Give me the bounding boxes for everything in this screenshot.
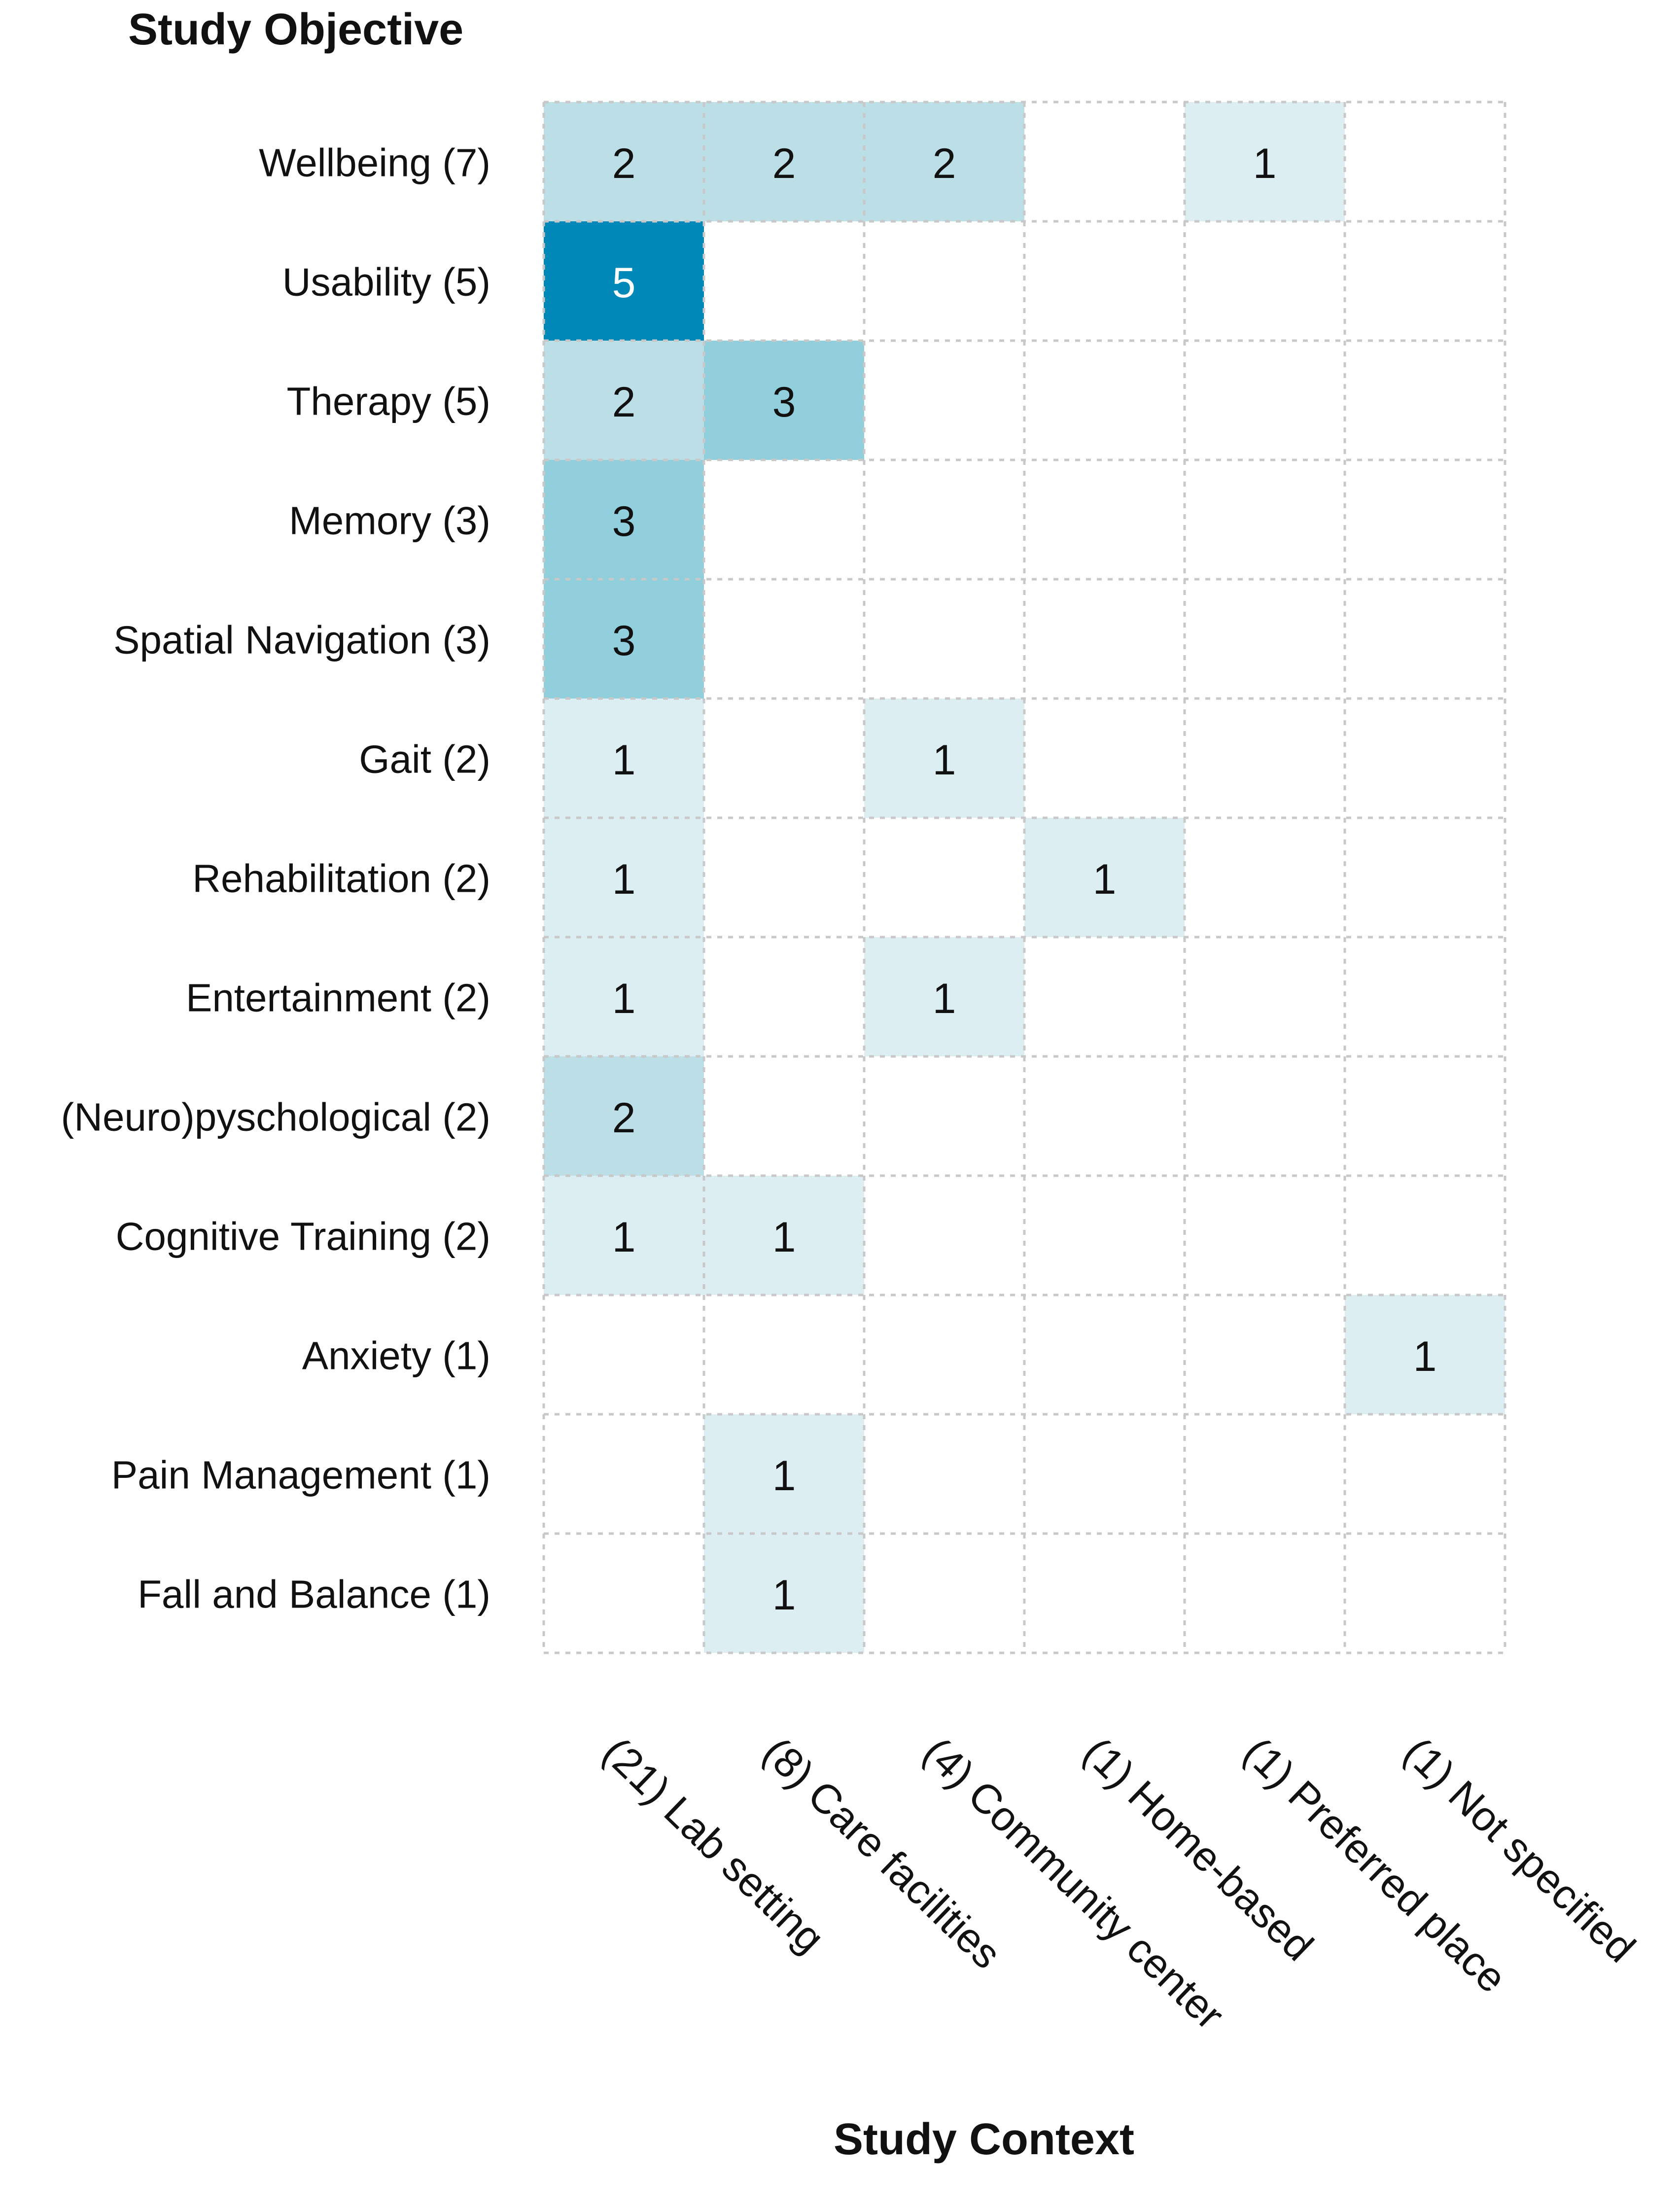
cell-value-label: 3 <box>612 617 636 664</box>
heatmap-cell <box>704 1414 864 1534</box>
y-axis-title: Study Objective <box>128 5 463 54</box>
heatmap-cells <box>544 102 1505 1653</box>
row-label: Rehabilitation (2) <box>192 857 490 901</box>
row-label: (Neuro)pyschological (2) <box>61 1095 490 1139</box>
heatmap-cell <box>544 460 704 579</box>
cell-value-label: 2 <box>612 1094 636 1142</box>
column-label: (1) Preferred place <box>1235 1728 1515 2001</box>
row-labels: Wellbeing (7) Usability (5) Therapy (5) Mem… <box>61 141 490 1616</box>
heatmap-cell <box>544 1056 704 1176</box>
heatmap-cell <box>544 341 704 460</box>
cell-value-label: 1 <box>612 1214 636 1261</box>
cell-value-label: 1 <box>933 975 956 1022</box>
cell-value-label: 1 <box>772 1452 796 1500</box>
x-axis-title: Study Context <box>834 2115 1134 2164</box>
heatmap-cell <box>544 579 704 699</box>
heatmap-cell <box>544 221 704 341</box>
heatmap-cell <box>544 699 704 818</box>
row-label: Gait (2) <box>359 737 490 781</box>
heatmap-cell <box>704 102 864 221</box>
heatmap-cell <box>1185 102 1345 221</box>
cell-value-label: 1 <box>612 975 636 1022</box>
column-labels: (21) Lab setting(8) Care facilities(4) C… <box>594 1728 1644 2038</box>
heatmap-cell <box>864 937 1024 1056</box>
heatmap-cell <box>864 699 1024 818</box>
heatmap-values: 2 2 2 1 5 2 3 3 3 1 1 1 1 1 1 2 1 1 1 1 1 <box>612 140 1437 1619</box>
row-label: Spatial Navigation (3) <box>113 618 490 662</box>
row-label: Pain Management (1) <box>111 1453 490 1497</box>
heatmap-cell <box>704 1176 864 1295</box>
cell-value-label: 2 <box>612 379 636 426</box>
cell-value-label: 3 <box>772 379 796 426</box>
heatmap-cell <box>544 1176 704 1295</box>
heatmap-cell <box>704 1534 864 1653</box>
row-label: Usability (5) <box>282 260 490 304</box>
heatmap-cell <box>1345 1295 1505 1414</box>
row-label: Therapy (5) <box>287 380 490 423</box>
heatmap-grid <box>542 101 1506 1654</box>
row-label: Memory (3) <box>289 499 490 543</box>
cell-value-label: 2 <box>772 140 796 187</box>
cell-value-label: 1 <box>772 1214 796 1261</box>
heatmap-cell <box>544 937 704 1056</box>
column-label: (4) Community center <box>914 1728 1233 2038</box>
cell-value-label: 1 <box>1093 856 1117 903</box>
cell-value-label: 5 <box>612 259 636 307</box>
row-label: Wellbeing (7) <box>259 141 490 185</box>
cell-value-label: 1 <box>612 856 636 903</box>
cell-value-label: 2 <box>933 140 956 187</box>
heatmap-cell <box>544 818 704 937</box>
row-label: Entertainment (2) <box>186 976 490 1020</box>
cell-value-label: 2 <box>612 140 636 187</box>
heatmap-cell <box>704 341 864 460</box>
cell-value-label: 1 <box>1413 1333 1437 1380</box>
row-label: Fall and Balance (1) <box>138 1573 490 1616</box>
cell-value-label: 1 <box>612 736 636 784</box>
cell-value-label: 1 <box>772 1572 796 1619</box>
row-label: Cognitive Training (2) <box>116 1215 490 1259</box>
cell-value-label: 1 <box>933 736 956 784</box>
cell-value-label: 3 <box>612 498 636 545</box>
cell-value-label: 1 <box>1253 140 1277 187</box>
row-label: Anxiety (1) <box>302 1334 490 1378</box>
heatmap-cell <box>544 102 704 221</box>
heatmap-cell <box>864 102 1024 221</box>
heatmap-cell <box>1024 818 1185 937</box>
